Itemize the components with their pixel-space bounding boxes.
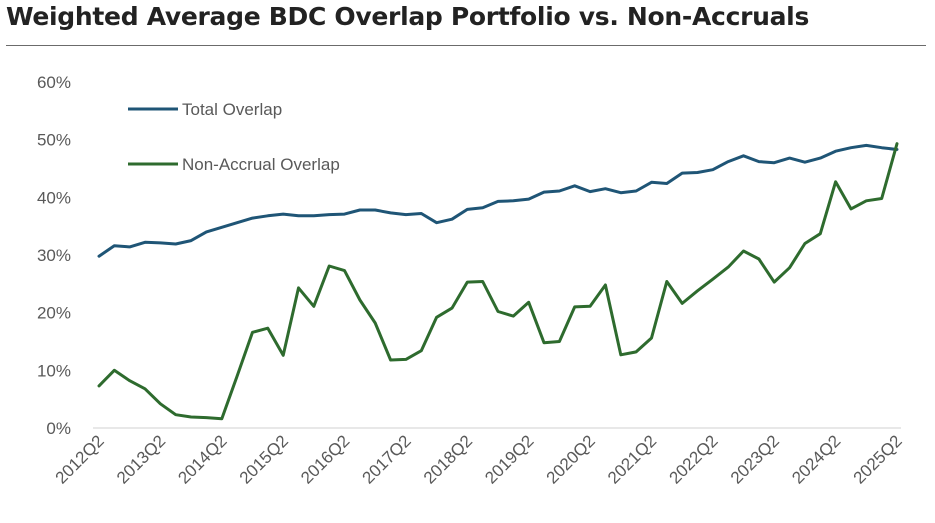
x-axis-ticks: 2012Q2 2013Q2 2014Q2 2015Q2 2016Q2 2017Q2 2018… bbox=[52, 431, 906, 487]
x-tick-label: 2021Q2 bbox=[604, 431, 660, 487]
y-tick-label: 0% bbox=[46, 419, 71, 438]
x-tick-label: 2018Q2 bbox=[420, 431, 476, 487]
legend-label-non-accrual-overlap: Non-Accrual Overlap bbox=[182, 155, 340, 174]
series-line-total-overlap bbox=[97, 143, 899, 258]
x-tick-label: 2012Q2 bbox=[52, 431, 108, 487]
y-tick-label: 50% bbox=[37, 131, 71, 150]
x-tick-label: 2023Q2 bbox=[727, 431, 783, 487]
x-tick-label: 2019Q2 bbox=[481, 431, 537, 487]
series-line-non-accrual-overlap bbox=[97, 142, 899, 421]
y-tick-label: 60% bbox=[37, 73, 71, 92]
chart-title: Weighted Average BDC Overlap Portfolio v… bbox=[6, 2, 810, 31]
x-tick-label: 2013Q2 bbox=[113, 431, 169, 487]
x-tick-label: 2017Q2 bbox=[359, 431, 415, 487]
x-tick-label: 2020Q2 bbox=[543, 431, 599, 487]
y-tick-label: 10% bbox=[37, 361, 71, 380]
legend: Total Overlap Non-Accrual Overlap bbox=[128, 100, 340, 174]
legend-label-total-overlap: Total Overlap bbox=[182, 100, 282, 119]
x-tick-label: 2024Q2 bbox=[788, 431, 844, 487]
y-tick-label: 30% bbox=[37, 246, 71, 265]
x-tick-label: 2016Q2 bbox=[297, 431, 353, 487]
series-lines bbox=[97, 142, 899, 421]
x-tick-label: 2015Q2 bbox=[236, 431, 292, 487]
y-axis-ticks: 60% 50% 40% 30% 20% 10% 0% bbox=[37, 73, 71, 438]
y-tick-label: 20% bbox=[37, 304, 71, 323]
x-tick-label: 2025Q2 bbox=[850, 431, 906, 487]
x-tick-label: 2014Q2 bbox=[174, 431, 230, 487]
y-tick-label: 40% bbox=[37, 188, 71, 207]
title-divider bbox=[6, 45, 926, 46]
x-tick-label: 2022Q2 bbox=[665, 431, 721, 487]
